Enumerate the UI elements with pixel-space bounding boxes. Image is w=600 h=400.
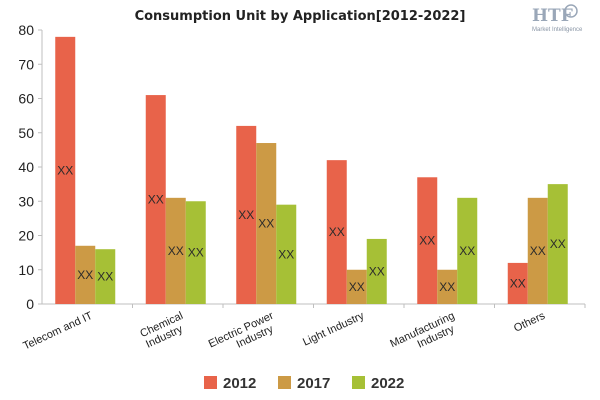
bar-data-label: XX — [148, 193, 164, 207]
y-tick-label: 40 — [18, 159, 34, 175]
x-category-label: Telecom and IT — [21, 310, 94, 353]
bar-2022 — [457, 197, 478, 304]
bar-2017 — [437, 269, 458, 304]
y-tick-label: 80 — [18, 22, 34, 38]
legend-label: 2017 — [297, 375, 330, 392]
bar-data-label: XX — [168, 244, 184, 258]
bar-data-label: XX — [369, 264, 385, 278]
bar-data-label: XX — [238, 208, 254, 222]
bar-data-label: XX — [258, 217, 274, 231]
bar-data-label: XX — [419, 234, 435, 248]
bar-data-label: XX — [349, 280, 365, 294]
bar-2017 — [165, 197, 186, 304]
bar-data-label: XX — [57, 163, 73, 177]
bar-2012 — [55, 36, 76, 304]
bar-2012 — [326, 160, 347, 304]
bar-2022 — [276, 204, 297, 304]
legend-swatch-2017 — [278, 376, 291, 389]
bar-2017 — [346, 269, 367, 304]
bar-2022 — [95, 249, 116, 304]
x-category-label: Light Industry — [301, 310, 366, 349]
bar-data-label: XX — [188, 246, 204, 260]
logo-subtitle: Market Intelligence — [532, 27, 583, 33]
bar-data-label: XX — [510, 276, 526, 290]
bar-2022 — [366, 238, 387, 304]
bar-2017 — [75, 245, 96, 304]
x-category-label-line: Light Industry — [301, 310, 366, 349]
chart-title: Consumption Unit by Application[2012-202… — [135, 9, 466, 24]
legend-label: 2022 — [371, 375, 404, 392]
bars — [55, 36, 568, 305]
axes: 0 10 20 30 40 50 60 70 80 Telecom and IT ChemicalI… — [18, 22, 586, 353]
y-tick-label: 10 — [18, 262, 34, 278]
legend-swatch-2022 — [352, 376, 365, 389]
bar-2017 — [527, 197, 548, 304]
y-tick-label: 70 — [18, 56, 34, 72]
bar-data-label: XX — [550, 237, 566, 251]
bar-data-label: XX — [97, 270, 113, 284]
bar-2012 — [236, 125, 257, 305]
x-category-label-line: Others — [512, 310, 547, 335]
legend-label: 2012 — [223, 375, 256, 392]
y-tick-label: 30 — [18, 193, 34, 209]
bar-data-label: XX — [439, 280, 455, 294]
bar-2012 — [145, 95, 166, 304]
data-labels: XX XX XX XX XX XX XX XX XX XX XX XX XX XX XX XX XX XX — [57, 163, 566, 293]
bar-2022 — [547, 184, 568, 304]
bar-data-label: XX — [530, 244, 546, 258]
x-category-label: Others — [512, 310, 547, 335]
x-category-label-line: Telecom and IT — [21, 310, 94, 353]
y-tick-label: 60 — [18, 91, 34, 107]
legend: 2012 2017 2022 — [204, 375, 404, 392]
y-tick-label: 0 — [26, 296, 34, 312]
legend-swatch-2012 — [204, 376, 217, 389]
logo-globe-icon — [564, 4, 578, 18]
bar-2017 — [256, 143, 277, 304]
bar-data-label: XX — [77, 268, 93, 282]
logo-mark: HTF — [532, 6, 573, 26]
y-tick-label: 50 — [18, 125, 34, 141]
bar-data-label: XX — [329, 225, 345, 239]
htf-logo: HTF Market Intelligence — [532, 4, 583, 33]
bar-2012 — [507, 262, 528, 304]
bar-data-label: XX — [278, 247, 294, 261]
bar-data-label: XX — [459, 244, 475, 258]
bar-2022 — [185, 201, 206, 304]
y-tick-label: 20 — [18, 228, 34, 244]
bar-2012 — [417, 177, 438, 304]
